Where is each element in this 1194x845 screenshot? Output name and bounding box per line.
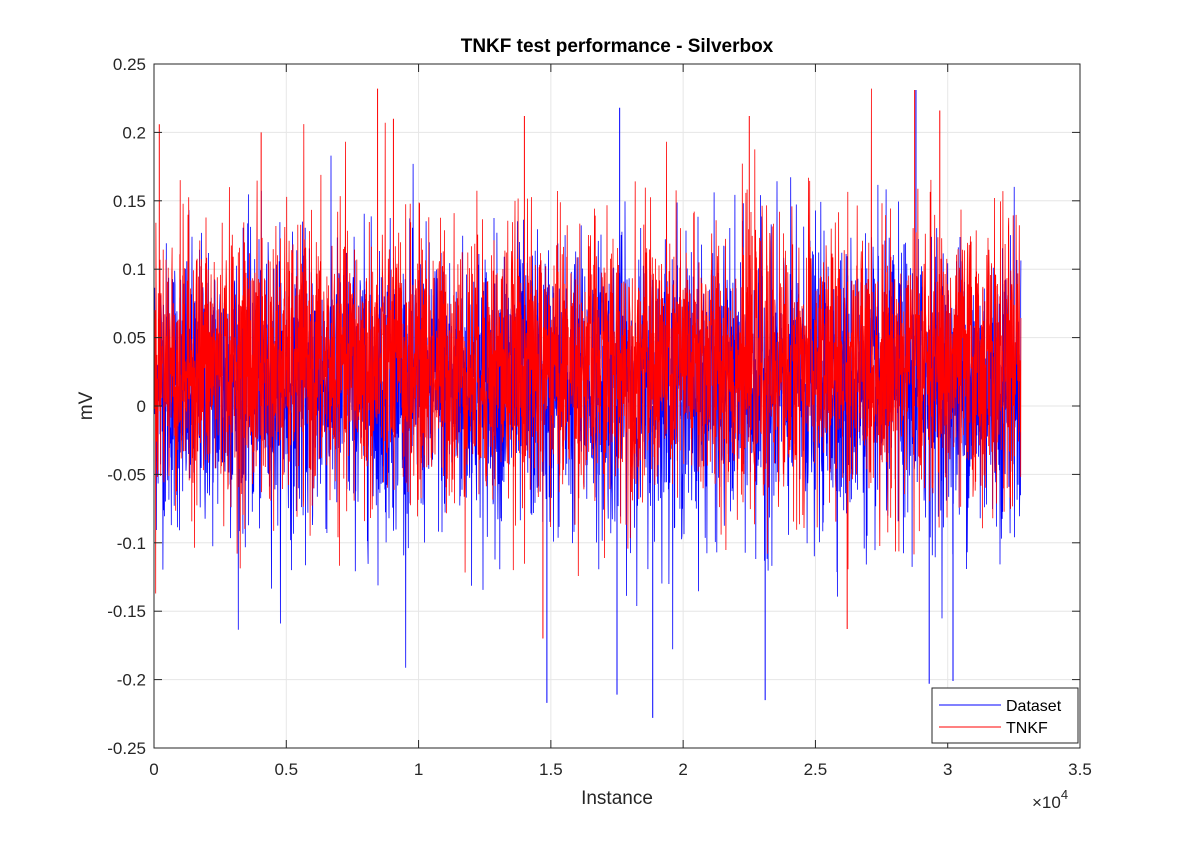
x-tick-label: 2 <box>678 760 687 779</box>
x-exponent-base: ×10 <box>1032 793 1061 812</box>
series-tnkf <box>153 88 1022 639</box>
y-tick-label: 0.05 <box>113 329 146 348</box>
x-tick-label: 0.5 <box>274 760 298 779</box>
x-tick-label: 1.5 <box>539 760 563 779</box>
legend-label-tnkf: TNKF <box>1006 720 1048 737</box>
x-axis-label: Instance <box>581 788 653 809</box>
y-axis-label: mV <box>76 391 97 420</box>
y-tick-label: -0.1 <box>117 534 146 553</box>
legend-box <box>931 687 1079 744</box>
y-tick-label: 0.2 <box>122 123 146 142</box>
legend-label-dataset: Dataset <box>1006 698 1062 715</box>
series-line-tnkf <box>153 88 1022 594</box>
legend: Dataset TNKF <box>931 687 1079 744</box>
x-tick-label: 0 <box>149 760 158 779</box>
y-tick-label: -0.25 <box>107 739 146 758</box>
series-layer <box>153 88 1022 718</box>
y-tick-label: -0.2 <box>117 671 146 690</box>
y-tick-label: -0.05 <box>107 465 146 484</box>
x-exponent-power: 4 <box>1061 787 1068 802</box>
y-tick-label: 0 <box>137 397 146 416</box>
y-tick-label: 0.1 <box>122 260 146 279</box>
x-exponent-label: ×104 <box>1032 787 1068 812</box>
x-tick-label: 1 <box>414 760 423 779</box>
ticks: 0 0.5 1 1.5 2 2.5 3 3.5 -0.25 -0.2 -0.15 -0.1 -0.05 0… <box>107 55 1092 779</box>
x-tick-label: 3 <box>943 760 952 779</box>
y-tick-label: -0.15 <box>107 602 146 621</box>
chart-title: TNKF test performance - Silverbox <box>461 36 774 57</box>
y-tick-label: 0.15 <box>113 192 146 211</box>
y-tick-label: 0.25 <box>113 55 146 74</box>
x-tick-label: 3.5 <box>1068 760 1092 779</box>
x-tick-label: 2.5 <box>804 760 828 779</box>
